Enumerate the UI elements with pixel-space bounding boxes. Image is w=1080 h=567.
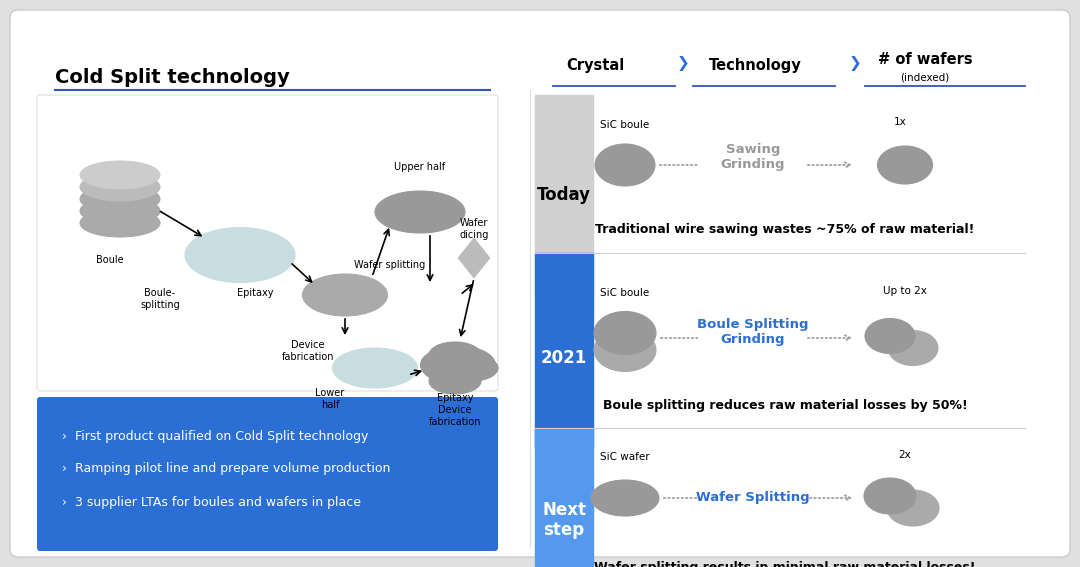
Text: 1x: 1x [893,117,906,127]
FancyBboxPatch shape [37,95,498,391]
Text: ❯: ❯ [677,56,689,71]
Text: Boule: Boule [96,255,124,265]
Text: ›  First product qualified on Cold Split technology: › First product qualified on Cold Split … [62,430,368,443]
Text: Up to 2x: Up to 2x [883,286,927,296]
Text: Device
fabrication: Device fabrication [282,340,334,362]
Text: (indexed): (indexed) [901,73,949,83]
Text: Boule-
splitting: Boule- splitting [140,288,180,310]
Text: SiC boule: SiC boule [600,120,650,130]
Ellipse shape [429,368,481,394]
Ellipse shape [80,209,160,237]
Ellipse shape [420,346,496,384]
Text: Boule splitting reduces raw material losses by 50%!: Boule splitting reduces raw material los… [603,400,968,413]
Ellipse shape [594,328,656,371]
Text: 2x: 2x [899,450,912,460]
Ellipse shape [80,173,160,201]
FancyBboxPatch shape [37,397,498,551]
Text: Crystal: Crystal [566,58,624,73]
Text: Upper half: Upper half [394,162,446,172]
Ellipse shape [375,191,465,233]
Text: Lower
half: Lower half [315,388,345,409]
Text: Epitaxy: Epitaxy [436,393,473,403]
Polygon shape [458,238,490,278]
Ellipse shape [80,185,160,213]
Text: Today: Today [537,186,591,204]
Ellipse shape [80,161,160,189]
Text: ›  Ramping pilot line and prepare volume production: › Ramping pilot line and prepare volume … [62,462,390,475]
Text: Device
fabrication: Device fabrication [429,405,482,426]
Text: Sawing
Grinding: Sawing Grinding [720,143,785,171]
Ellipse shape [594,311,656,354]
Text: Traditional wire sawing wastes ~75% of raw material!: Traditional wire sawing wastes ~75% of r… [595,223,974,236]
Text: Wafer
dicing: Wafer dicing [459,218,488,240]
Text: # of wafers: # of wafers [878,52,972,67]
Text: Boule Splitting
Grinding: Boule Splitting Grinding [698,318,809,346]
Bar [535,253,593,448]
Ellipse shape [429,342,481,368]
Text: Cold Split technology: Cold Split technology [55,68,289,87]
Ellipse shape [446,355,498,381]
Text: Next
step: Next step [542,501,586,539]
Text: Wafer Splitting: Wafer Splitting [697,492,810,505]
Text: 2021: 2021 [541,349,588,367]
Ellipse shape [887,490,939,526]
Text: ❯: ❯ [849,56,862,71]
Ellipse shape [595,144,654,186]
Text: Wafer splitting: Wafer splitting [354,260,426,270]
Ellipse shape [80,197,160,225]
Bar [535,95,593,295]
Ellipse shape [591,480,659,516]
Ellipse shape [888,331,939,366]
Text: ›  3 supplier LTAs for boules and wafers in place: › 3 supplier LTAs for boules and wafers … [62,496,361,509]
Text: Technology: Technology [708,58,801,73]
Text: SiC wafer: SiC wafer [600,452,650,462]
Text: SiC boule: SiC boule [600,288,650,298]
Ellipse shape [333,348,418,388]
FancyBboxPatch shape [10,10,1070,557]
Text: Wafer splitting results in minimal raw material losses!: Wafer splitting results in minimal raw m… [594,561,975,567]
Ellipse shape [302,274,388,316]
Ellipse shape [865,319,915,353]
Ellipse shape [877,146,932,184]
Bar [535,428,593,567]
Ellipse shape [864,478,916,514]
Text: Epitaxy: Epitaxy [237,288,273,298]
Ellipse shape [185,227,295,282]
